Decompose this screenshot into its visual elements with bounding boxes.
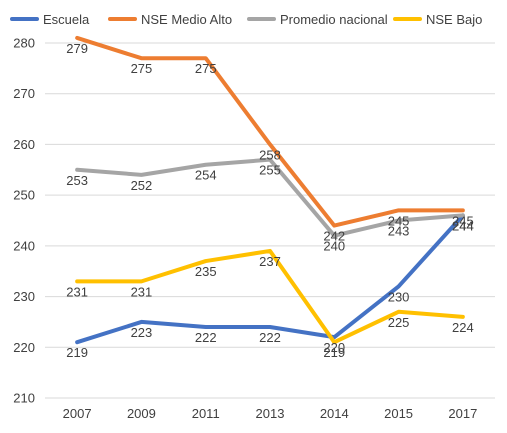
series-lines: [75, 35, 465, 345]
data-label-promedio-nacional: 240: [323, 239, 345, 254]
data-label-promedio-nacional: 253: [66, 173, 88, 188]
y-tick-label: 240: [13, 238, 35, 253]
data-label-promedio-nacional: 254: [195, 168, 217, 183]
data-label-escuela: 220: [323, 340, 345, 355]
data-label-nse-bajo: 231: [66, 284, 88, 299]
data-label-promedio-nacional: 244: [452, 218, 474, 233]
data-label-escuela: 222: [259, 330, 281, 345]
data-label-nse-medio-alto: 279: [66, 41, 88, 56]
y-tick-label: 260: [13, 137, 35, 152]
y-tick-label: 230: [13, 289, 35, 304]
data-label-escuela: 244: [452, 218, 474, 233]
legend-label-nse-bajo: NSE Bajo: [426, 12, 482, 27]
x-axis: 2007 2009 2011 2013 2014 2015 2017: [63, 406, 478, 421]
data-label-promedio-nacional: 252: [131, 178, 153, 193]
legend-label-nse-medio-alto: NSE Medio Alto: [141, 12, 232, 27]
series-line-nse-medio-alto: [75, 35, 465, 228]
x-tick-label: 2007: [63, 406, 92, 421]
data-label-escuela: 219: [66, 345, 88, 360]
data-label-promedio-nacional: 255: [259, 163, 281, 178]
data-label-nse-medio-alto: 275: [131, 61, 153, 76]
y-tick-label: 210: [13, 391, 35, 406]
legend-label-promedio-nacional: Promedio nacional: [280, 12, 388, 27]
x-tick-label: 2014: [320, 406, 349, 421]
series-line-promedio-nacional: [75, 157, 465, 238]
x-tick-label: 2017: [448, 406, 477, 421]
legend-label-escuela: Escuela: [43, 12, 90, 27]
y-tick-label: 220: [13, 340, 35, 355]
data-label-nse-bajo: 237: [259, 254, 281, 269]
data-label-nse-bajo: 231: [131, 284, 153, 299]
series-line-escuela: [75, 213, 465, 345]
data-label-nse-bajo: 219: [323, 345, 345, 360]
data-label-nse-medio-alto: 275: [195, 61, 217, 76]
series-line-nse-bajo: [75, 248, 465, 345]
data-label-nse-medio-alto: 242: [323, 229, 345, 244]
data-label-promedio-nacional: 243: [388, 224, 410, 239]
x-tick-label: 2015: [384, 406, 413, 421]
y-tick-label: 270: [13, 86, 35, 101]
data-label-nse-bajo: 224: [452, 320, 474, 335]
y-tick-label: 250: [13, 188, 35, 203]
data-label-nse-bajo: 235: [195, 264, 217, 279]
data-label-escuela: 230: [388, 289, 410, 304]
legend: Escuela NSE Medio Alto Promedio nacional NS…: [10, 12, 482, 27]
data-label-nse-bajo: 225: [388, 315, 410, 330]
data-label-escuela: 222: [195, 330, 217, 345]
y-tick-label: 280: [13, 36, 35, 51]
x-tick-label: 2009: [127, 406, 156, 421]
data-label-nse-medio-alto: 245: [452, 213, 474, 228]
x-tick-label: 2011: [192, 406, 220, 421]
data-label-nse-medio-alto: 245: [388, 213, 410, 228]
y-axis: 210 220 230 240 250 260 270 280: [13, 36, 35, 406]
data-label-escuela: 223: [131, 325, 153, 340]
gridlines: [45, 42, 495, 399]
data-label-nse-medio-alto: 258: [259, 147, 281, 162]
x-tick-label: 2013: [256, 406, 285, 421]
